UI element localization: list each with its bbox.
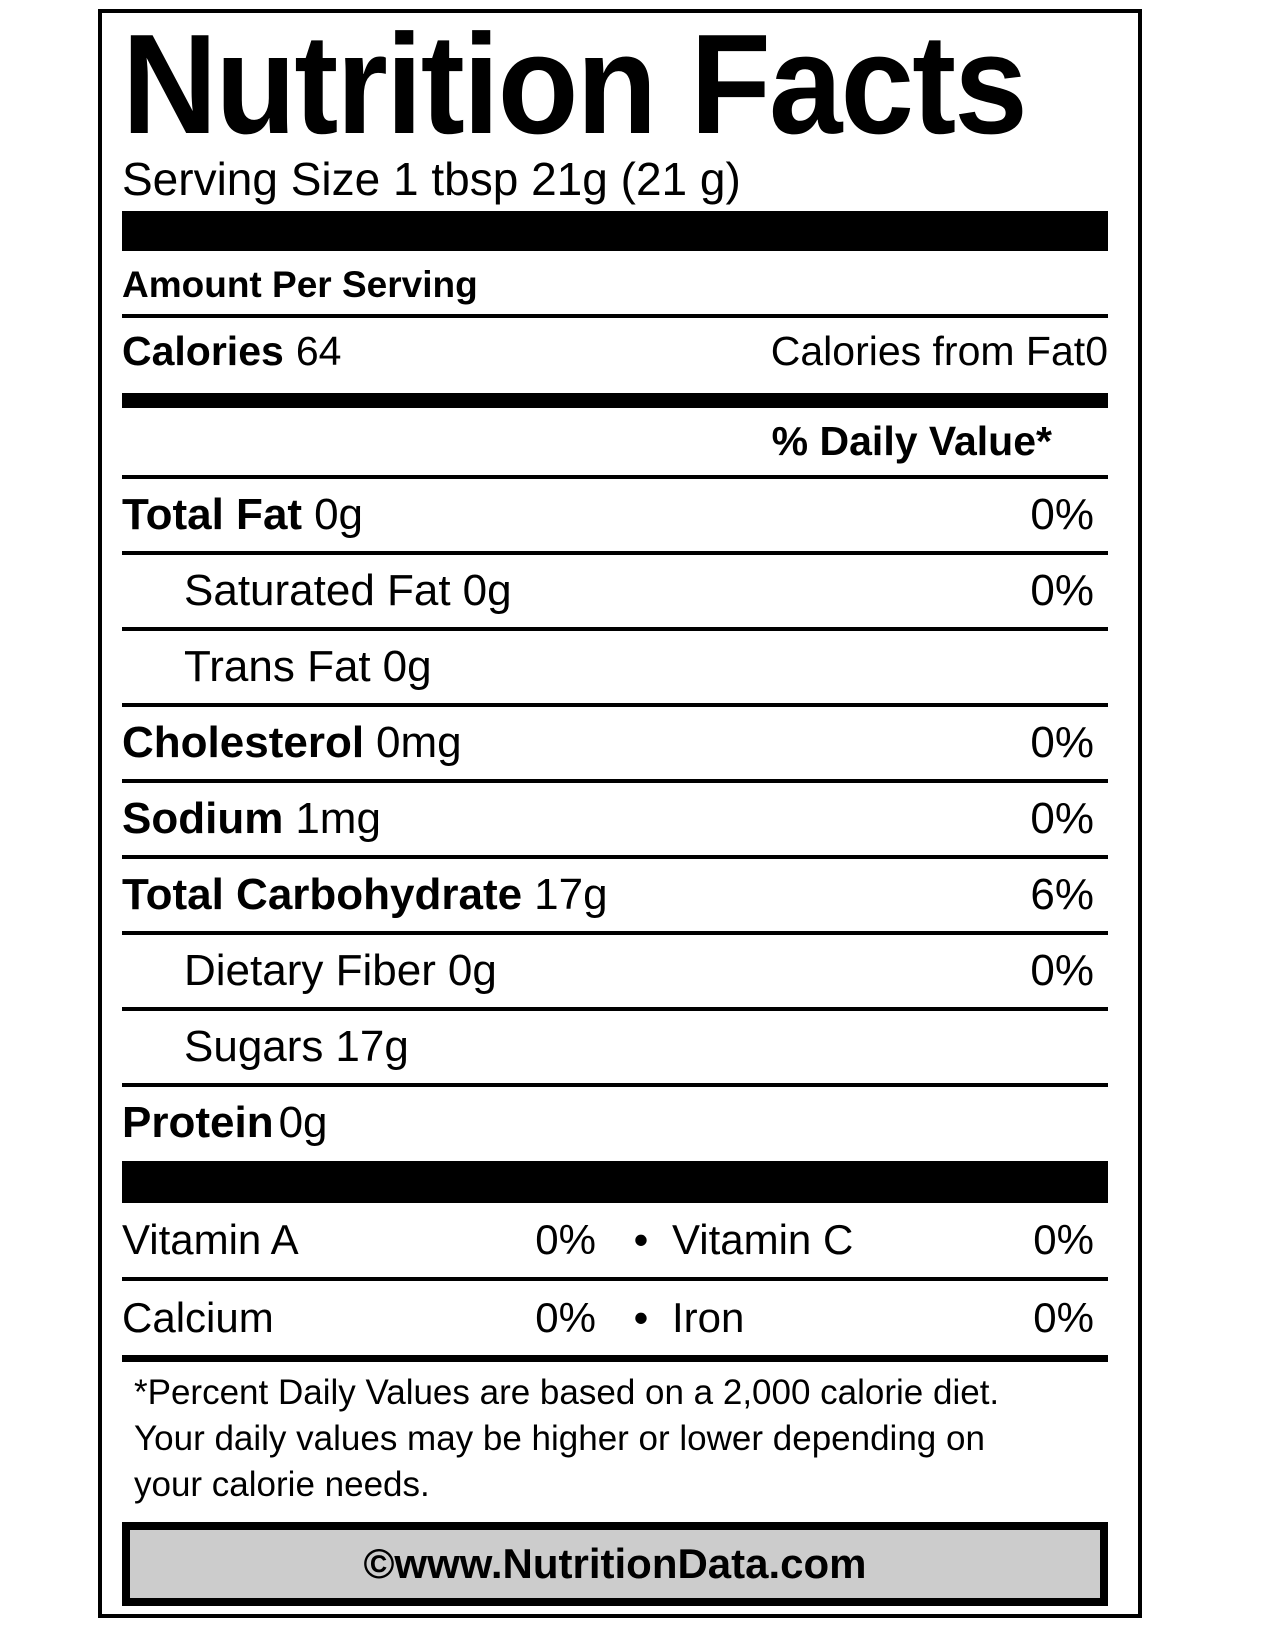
nutrient-dv: 0% [1030, 946, 1094, 995]
footnote-line: your calorie needs. [134, 1465, 430, 1504]
nutrient-row-saturated-fat: Saturated Fat 0g 0% [122, 555, 1108, 631]
vitamin-right-name: Vitamin C [672, 1216, 854, 1263]
nutrient-row-dietary-fiber: Dietary Fiber 0g 0% [122, 935, 1108, 1011]
vitamin-row-calcium-iron: Calcium 0% • Iron 0% [122, 1281, 1108, 1362]
nutrition-facts-label: Nutrition Facts Serving Size 1 tbsp 21g … [98, 9, 1142, 1618]
nutrient-dv: 0% [1030, 490, 1094, 539]
nutrient-name-group: Cholesterol 0mg [122, 718, 462, 767]
serving-size: Serving Size 1 tbsp 21g (21 g) [122, 153, 741, 205]
nutrient-name: Cholesterol [122, 718, 365, 767]
nutrient-dv: 0% [1030, 718, 1094, 767]
nutrient-amount: 17g [335, 1022, 409, 1071]
label-title: Nutrition Facts [122, 5, 1028, 164]
daily-values-footnote: *Percent Daily Values are based on a 2,0… [122, 1362, 1108, 1508]
nutrient-name-group: Saturated Fat 0g [184, 566, 512, 615]
nutrient-amount: 0g [382, 642, 432, 691]
nutrient-amount: 0g [447, 946, 497, 995]
nutrient-name-group: Total Carbohydrate 17g [122, 870, 608, 919]
nutrient-row-trans-fat: Trans Fat 0g [122, 631, 1108, 707]
bullet-separator: • [633, 1294, 649, 1341]
nutrient-amount: 17g [534, 870, 608, 919]
nutrient-row-sugars: Sugars 17g [122, 1011, 1108, 1087]
nutrient-dv: 6% [1030, 870, 1094, 919]
nutrient-name-group: Dietary Fiber 0g [184, 946, 497, 995]
nutrient-name-group: Sugars 17g [184, 1022, 409, 1071]
nutrient-name: Protein [122, 1098, 274, 1147]
nutrient-name: Sodium [122, 794, 284, 843]
nutrient-row-sodium: Sodium 1mg 0% [122, 783, 1108, 859]
separator-bar-top [122, 211, 1108, 251]
nutrient-name-group: Total Fat 0g [122, 490, 363, 539]
copyright-bar: ©www.NutritionData.com [122, 1522, 1108, 1606]
nutrient-name-group: Protein 0g [122, 1098, 328, 1147]
vitamin-left-name: Calcium [122, 1294, 274, 1341]
daily-value-header: % Daily Value* [122, 408, 1108, 479]
vitamin-right-name: Iron [672, 1294, 745, 1341]
nutrient-name-group: Trans Fat 0g [184, 642, 432, 691]
nutrient-row-cholesterol: Cholesterol 0mg 0% [122, 707, 1108, 783]
nutrient-name: Trans Fat [184, 642, 371, 691]
nutrient-dv: 0% [1030, 566, 1094, 615]
calories-value-group: Calories 64 [122, 328, 341, 375]
nutrient-amount: 0g [314, 490, 364, 539]
calories-from-fat-value: 0 [1085, 328, 1108, 374]
nutrient-name: Sugars [184, 1022, 324, 1071]
vitamin-left-value: 0% [535, 1294, 596, 1341]
nutrient-amount: 0mg [376, 718, 462, 767]
nutrient-name: Dietary Fiber [184, 946, 436, 995]
separator-bar-calories [122, 393, 1108, 408]
nutrient-row-protein: Protein 0g [122, 1087, 1108, 1161]
nutrient-name-group: Sodium 1mg [122, 794, 381, 843]
amount-per-serving-heading: Amount Per Serving [122, 251, 1108, 318]
nutrient-amount: 1mg [295, 794, 381, 843]
vitamin-left-name: Vitamin A [122, 1216, 299, 1263]
nutrient-row-total-fat: Total Fat 0g 0% [122, 479, 1108, 555]
vitamin-right-value: 0% [1033, 1216, 1094, 1263]
vitamin-left-value: 0% [535, 1216, 596, 1263]
vitamin-row-a-c: Vitamin A 0% • Vitamin C 0% [122, 1203, 1108, 1281]
separator-bar-protein [122, 1161, 1108, 1203]
nutrient-row-total-carbohydrate: Total Carbohydrate 17g 6% [122, 859, 1108, 935]
nutrient-amount: 0g [278, 1098, 328, 1147]
nutrient-name: Total Carbohydrate [122, 870, 523, 919]
footnote-line: *Percent Daily Values are based on a 2,0… [134, 1373, 1000, 1412]
nutrient-name: Saturated Fat [184, 566, 451, 615]
nutrient-dv: 0% [1030, 794, 1094, 843]
calories-value: 64 [295, 328, 342, 374]
calories-from-fat-group: Calories from Fat0 [771, 328, 1108, 375]
footnote-line: Your daily values may be higher or lower… [134, 1419, 985, 1458]
bullet-separator: • [633, 1216, 649, 1263]
calories-from-fat-label: Calories from Fat [770, 328, 1086, 374]
calories-row: Calories 64 Calories from Fat0 [122, 318, 1108, 393]
vitamin-right-value: 0% [1033, 1294, 1094, 1341]
nutrient-amount: 0g [462, 566, 512, 615]
nutrient-name: Total Fat [122, 490, 303, 539]
calories-label: Calories [122, 328, 284, 374]
